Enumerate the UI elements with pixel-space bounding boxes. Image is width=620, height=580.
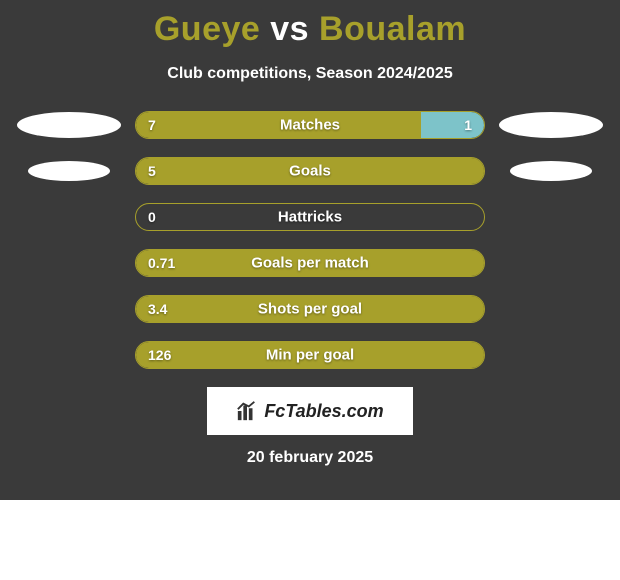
stat-bar: 126Min per goal [135, 341, 485, 369]
bar-label: Hattricks [136, 209, 484, 226]
stat-bar: 5Goals [135, 157, 485, 185]
bar-left-fill [136, 296, 484, 322]
bar-right-fill [421, 112, 484, 138]
player1-bubble [28, 161, 110, 181]
brand-badge[interactable]: FcTables.com [207, 387, 413, 435]
subtitle: Club competitions, Season 2024/2025 [0, 65, 620, 83]
bar-left-value: 0.71 [148, 255, 175, 271]
stat-bar: 71Matches [135, 111, 485, 139]
player2-name: Boualam [319, 10, 466, 48]
stat-rows: 71Matches5Goals0Hattricks0.71Goals per m… [0, 111, 620, 369]
page-title: Gueye vs Boualam [0, 0, 620, 49]
vs-separator: vs [260, 10, 319, 48]
stat-bar: 0Hattricks [135, 203, 485, 231]
bar-left-value: 7 [148, 117, 156, 133]
stat-row: 0Hattricks [0, 203, 620, 231]
bar-left-value: 3.4 [148, 301, 167, 317]
brand-text: FcTables.com [264, 401, 383, 422]
stat-bar: 3.4Shots per goal [135, 295, 485, 323]
bar-left-value: 126 [148, 347, 171, 363]
stat-row: 71Matches [0, 111, 620, 139]
comparison-card: Gueye vs Boualam Club competitions, Seas… [0, 0, 620, 500]
bar-left-value: 5 [148, 163, 156, 179]
stat-row: 5Goals [0, 157, 620, 185]
bar-left-fill [136, 342, 484, 368]
bar-left-fill [136, 158, 484, 184]
footer-date: 20 february 2025 [0, 449, 620, 467]
stat-row: 0.71Goals per match [0, 249, 620, 277]
bars-icon [236, 400, 258, 422]
player2-bubble [499, 112, 603, 138]
stat-row: 126Min per goal [0, 341, 620, 369]
bar-right-value: 1 [464, 117, 472, 133]
player1-bubble [17, 112, 121, 138]
bar-left-value: 0 [148, 209, 156, 225]
stat-row: 3.4Shots per goal [0, 295, 620, 323]
bar-left-fill [136, 250, 484, 276]
bar-left-fill [136, 112, 421, 138]
stat-bar: 0.71Goals per match [135, 249, 485, 277]
player1-name: Gueye [154, 10, 260, 48]
player2-bubble [510, 161, 592, 181]
